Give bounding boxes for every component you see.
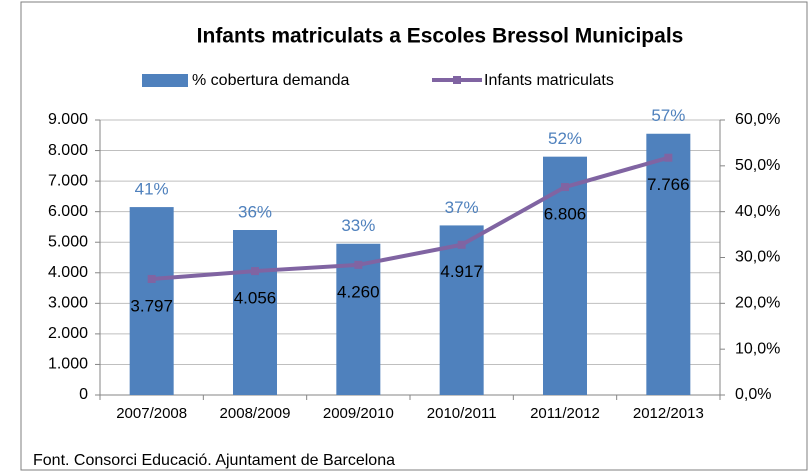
y-tick-label: 7.000 bbox=[48, 172, 88, 189]
value-label: 6.806 bbox=[544, 205, 587, 224]
bar bbox=[336, 243, 381, 395]
x-tick-label: 2012/2013 bbox=[633, 405, 704, 422]
y2-tick-label: 30,0% bbox=[735, 249, 780, 266]
chart-title: Infants matriculats a Escoles Bressol Mu… bbox=[197, 25, 684, 48]
value-label: 37% bbox=[445, 198, 479, 217]
bar bbox=[646, 133, 691, 395]
value-label: 4.917 bbox=[440, 262, 483, 281]
marker bbox=[251, 267, 259, 276]
x-tick-label: 2010/2011 bbox=[427, 405, 497, 422]
source: Font. Consorci Educació. Ajuntament de B… bbox=[33, 452, 395, 469]
y-tick-label: 4.000 bbox=[48, 264, 88, 281]
x-tick-label: 2009/2010 bbox=[323, 405, 394, 422]
y2-tick-label: 40,0% bbox=[735, 203, 780, 220]
y2-tick-label: 20,0% bbox=[735, 295, 780, 312]
value-label: 3.797 bbox=[130, 296, 173, 315]
line bbox=[151, 155, 669, 281]
bar bbox=[233, 230, 277, 395]
value-label: 7.766 bbox=[647, 175, 690, 194]
y2-tick-label: 50,0% bbox=[735, 157, 780, 174]
bar bbox=[129, 207, 174, 395]
value-label: 36% bbox=[238, 202, 272, 221]
bar bbox=[439, 225, 484, 395]
y-tick-label: 1.000 bbox=[48, 356, 88, 373]
y-tick-label: 6.000 bbox=[48, 203, 88, 220]
marker bbox=[561, 183, 569, 192]
value-label: 57% bbox=[651, 106, 685, 125]
y-tick-label: 0 bbox=[79, 386, 88, 403]
value-label: 4.260 bbox=[337, 282, 380, 301]
legend-label: % cobertura demanda bbox=[192, 72, 350, 89]
y-tick-label: 9.000 bbox=[48, 111, 88, 128]
y-tick-label: 2.000 bbox=[48, 325, 88, 342]
value-label: 41% bbox=[135, 180, 169, 199]
legend-label: Infants matriculats bbox=[484, 72, 614, 89]
bar bbox=[543, 156, 587, 395]
y2-tick-label: 60,0% bbox=[735, 111, 780, 128]
y-tick-label: 8.000 bbox=[48, 142, 88, 159]
y2-tick-label: 0,0% bbox=[735, 386, 771, 403]
value-label: 33% bbox=[341, 216, 375, 235]
marker bbox=[664, 153, 673, 162]
marker bbox=[147, 274, 156, 283]
y-tick-label: 5.000 bbox=[48, 233, 88, 250]
value-label: 4.056 bbox=[234, 289, 277, 308]
legend-swatch bbox=[142, 74, 188, 87]
x-tick-label: 2007/2008 bbox=[116, 405, 187, 422]
y2-tick-label: 10,0% bbox=[735, 340, 780, 357]
x-tick-label: 2011/2012 bbox=[530, 405, 600, 422]
marker bbox=[354, 260, 363, 269]
legend-swatch bbox=[453, 76, 461, 84]
plot-area bbox=[99, 119, 721, 396]
y-tick-label: 3.000 bbox=[48, 295, 88, 312]
value-label: 52% bbox=[548, 129, 582, 148]
x-tick-label: 2008/2009 bbox=[220, 405, 291, 422]
marker bbox=[457, 240, 466, 249]
